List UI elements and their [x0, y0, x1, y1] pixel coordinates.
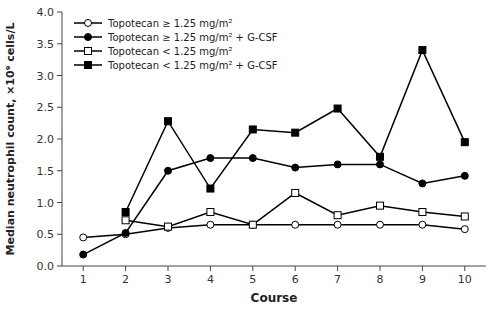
legend-label: Topotecan < 1.25 mg/m²: [107, 46, 232, 57]
point: [207, 155, 214, 162]
point: [377, 153, 384, 160]
point: [249, 221, 256, 228]
point: [80, 234, 87, 241]
point: [165, 118, 172, 125]
x-tick-label: 6: [292, 273, 299, 286]
point: [165, 167, 172, 174]
series-line: [126, 50, 465, 212]
legend-marker: [85, 48, 92, 55]
point: [80, 251, 87, 258]
point: [334, 105, 341, 112]
point: [292, 164, 299, 171]
point: [292, 189, 299, 196]
y-tick-label: 2.0: [37, 133, 55, 146]
point: [334, 212, 341, 219]
series-line: [83, 158, 465, 255]
x-axis-label: Course: [251, 291, 298, 305]
y-tick: [57, 75, 62, 76]
x-tick-label: 7: [334, 273, 341, 286]
point: [377, 161, 384, 168]
x-tick: [295, 266, 296, 271]
y-tick-label: 3.0: [37, 70, 55, 83]
x-tick: [210, 266, 211, 271]
point: [207, 185, 214, 192]
point: [461, 139, 468, 146]
x-tick-label: 5: [249, 273, 256, 286]
y-axis-label: Median neutrophil count, ×10⁹ cells/L: [4, 23, 17, 256]
point: [419, 180, 426, 187]
point: [419, 221, 426, 228]
point: [377, 221, 384, 228]
point: [461, 213, 468, 220]
y-tick: [57, 234, 62, 235]
y-tick: [57, 43, 62, 44]
y-tick: [57, 107, 62, 108]
point: [122, 209, 129, 216]
x-tick-label: 1: [80, 273, 87, 286]
point: [334, 161, 341, 168]
y-tick: [57, 139, 62, 140]
legend-label: Topotecan ≥ 1.25 mg/m²: [107, 18, 232, 29]
legend-label: Topotecan < 1.25 mg/m² + G-CSF: [107, 60, 278, 71]
series-line: [83, 225, 465, 238]
x-tick: [337, 266, 338, 271]
legend: Topotecan ≥ 1.25 mg/m² Topotecan ≥ 1.25 m…: [74, 18, 278, 71]
point: [122, 229, 129, 236]
x-tick: [380, 266, 381, 271]
legend-item: Topotecan < 1.25 mg/m²: [74, 46, 232, 57]
point: [461, 226, 468, 233]
point: [122, 217, 129, 224]
point: [419, 209, 426, 216]
y-tick-label: 4.0: [37, 6, 55, 19]
point: [419, 47, 426, 54]
x-tick-label: 2: [122, 273, 129, 286]
point: [292, 129, 299, 136]
y-tick-label: 2.5: [37, 101, 55, 114]
x-tick: [83, 266, 84, 271]
chart: 1 2 3 4 5 6 7 8 9 10 0.0 0.5 1.0 1.5 2.0 2.5 3.0 3.5 4.0 Co…: [0, 0, 500, 310]
x-tick: [125, 266, 126, 271]
x-tick-label: 9: [419, 273, 426, 286]
x-tick: [464, 266, 465, 271]
point: [249, 221, 256, 228]
legend-marker: [85, 20, 92, 27]
y-tick: [57, 170, 62, 171]
point: [377, 202, 384, 209]
x-tick-label: 8: [377, 273, 384, 286]
series-line: [126, 193, 465, 227]
point: [207, 209, 214, 216]
y-tick-label: 3.5: [37, 38, 55, 51]
x-tick-label: 3: [165, 273, 172, 286]
legend-item: Topotecan < 1.25 mg/m² + G-CSF: [74, 60, 278, 71]
legend-marker: [85, 62, 92, 69]
x-tick: [168, 266, 169, 271]
legend-marker: [85, 34, 92, 41]
y-tick: [57, 202, 62, 203]
x-tick: [252, 266, 253, 271]
y-tick-label: 0.0: [37, 260, 55, 273]
point: [461, 172, 468, 179]
point: [207, 221, 214, 228]
point: [249, 155, 256, 162]
x-tick: [422, 266, 423, 271]
point: [334, 221, 341, 228]
point: [292, 221, 299, 228]
x-tick-label: 10: [458, 273, 472, 286]
point: [165, 223, 172, 230]
legend-item: Topotecan ≥ 1.25 mg/m² + G-CSF: [74, 32, 278, 43]
legend-item: Topotecan ≥ 1.25 mg/m²: [74, 18, 232, 29]
y-tick-label: 0.5: [37, 228, 55, 241]
x-tick-label: 4: [207, 273, 214, 286]
y-tick-label: 1.0: [37, 197, 55, 210]
legend-label: Topotecan ≥ 1.25 mg/m² + G-CSF: [107, 32, 278, 43]
y-tick-label: 1.5: [37, 165, 55, 178]
y-tick: [57, 12, 62, 13]
y-tick: [57, 266, 62, 267]
point: [249, 126, 256, 133]
plot-area: [80, 47, 469, 258]
